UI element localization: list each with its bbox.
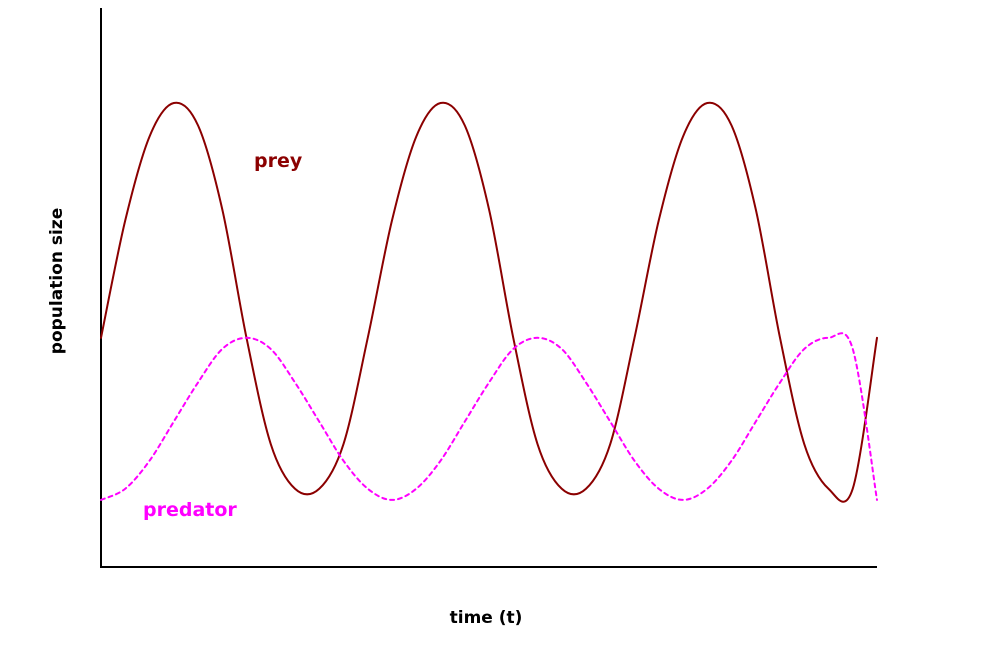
prey-data-points <box>100 102 878 490</box>
predator-label: predator <box>143 499 237 521</box>
predator-data-points <box>100 337 878 501</box>
predator-series-line <box>100 332 878 501</box>
prey-series-line <box>100 101 878 503</box>
y-axis-label: population size <box>47 208 67 354</box>
x-axis-label: time (t) <box>450 608 523 628</box>
prey-label: prey <box>254 150 303 172</box>
